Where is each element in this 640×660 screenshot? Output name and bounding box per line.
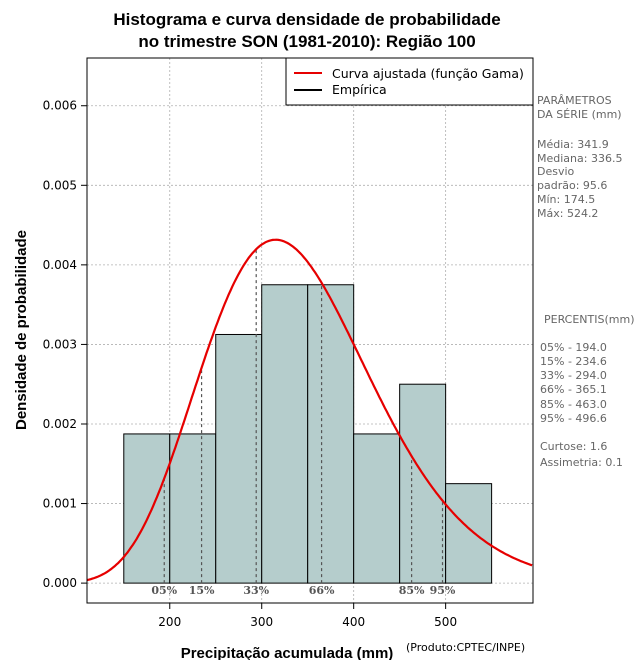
param-sd-label: Desvio [537,165,575,178]
percentil-85: 85% - 463.0 [540,398,607,411]
legend-label-fitted: Curva ajustada (função Gama) [332,66,524,81]
product-credit: (Produto:CPTEC/INPE) [406,641,525,654]
percentis-title: PERCENTIS(mm) [544,313,635,326]
y-tick-label-5: 0.005 [43,178,77,192]
legend: Curva ajustada (função Gama) Empírica [285,57,534,106]
percentile-label-85: 85% [399,584,425,597]
x-axis: 200 300 400 500 [158,603,457,629]
y-tick-label-2: 0.002 [43,417,77,431]
percentile-label-15: 15% [189,584,215,597]
histogram-bar-2 [169,433,217,584]
percentil-33: 33% - 294.0 [540,369,607,382]
percentil-95: 95% - 496.6 [540,412,607,425]
fitted-gamma-curve [86,238,533,582]
percentile-labels: 05% 15% 33% 66% 85% 95% [151,584,456,597]
param-median: Mediana: 336.5 [537,152,622,165]
x-tick-label-400: 400 [342,615,365,629]
percentile-label-95: 95% [430,584,456,597]
params-title-2: DA SÉRIE (mm) [537,108,622,121]
percentile-label-33: 33% [243,584,269,597]
y-tick-label-1: 0.001 [43,497,77,511]
skewness: Assimetria: 0.1 [540,456,623,469]
param-min: Mín: 174.5 [537,193,595,206]
legend-box [285,57,534,106]
param-max: Máx: 524.2 [537,207,598,220]
histogram-bar-7 [399,383,447,584]
x-tick-label-500: 500 [434,615,457,629]
chart-title-line-1: Histograma e curva densidade de probabil… [113,10,500,29]
percentil-05: 05% - 194.0 [540,341,607,354]
x-tick-label-200: 200 [158,615,181,629]
percentil-66: 66% - 365.1 [540,383,607,396]
y-tick-label-4: 0.004 [43,258,77,272]
histogram-bar-8 [445,483,493,584]
param-mean: Média: 341.9 [537,138,609,151]
x-tick-label-300: 300 [250,615,273,629]
percentil-15: 15% - 234.6 [540,355,607,368]
params-title-1: PARÂMETROS [537,94,612,107]
histogram-bar-5 [307,284,355,584]
histogram-bars [123,284,493,584]
y-axis-title: Densidade de probabilidade [13,230,30,430]
y-axis: 0.000 0.001 0.002 0.003 0.004 0.005 0.006 [43,99,87,590]
chart-title-line-2: no trimestre SON (1981-2010): Região 100 [138,32,475,51]
percentile-lines [163,249,444,584]
param-sd: padrão: 95.6 [537,179,607,192]
x-axis-title: Precipitação acumulada (mm) [181,645,394,660]
histogram-bar-3 [215,333,263,584]
percentile-label-66: 66% [309,584,335,597]
series-parameters-panel: PARÂMETROS DA SÉRIE (mm) Média: 341.9 Me… [537,94,622,220]
y-tick-label-3: 0.003 [43,337,77,351]
y-tick-label-0: 0.000 [43,576,77,590]
histogram-bar-4 [261,284,309,584]
histogram-bar-6 [353,433,401,584]
kurtosis: Curtose: 1.6 [540,440,607,453]
y-tick-label-6: 0.006 [43,99,77,113]
percentile-label-05: 05% [151,584,177,597]
histogram-bar-1 [123,433,171,584]
legend-label-empirical: Empírica [332,82,387,97]
percentiles-panel: PERCENTIS(mm) 05% - 194.0 15% - 234.6 33… [540,313,635,469]
